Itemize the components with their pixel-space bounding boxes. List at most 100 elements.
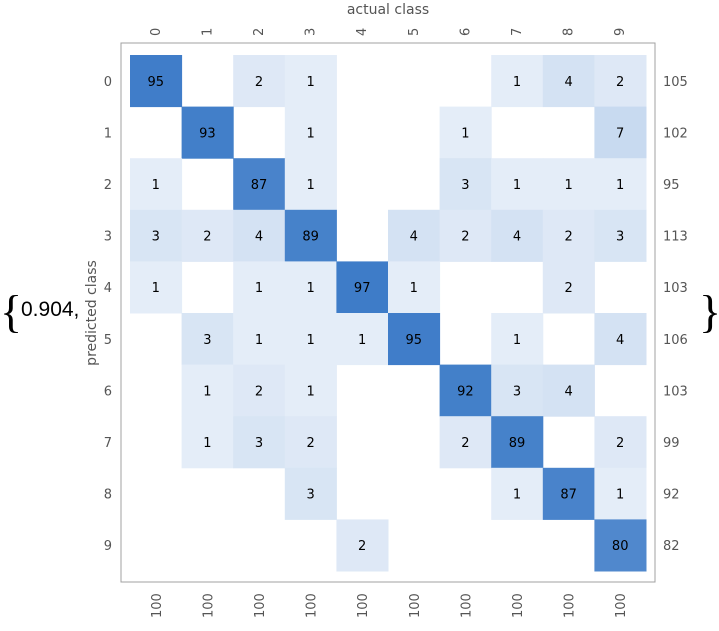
cell-value: 3 bbox=[306, 488, 314, 503]
column-total: 100 bbox=[563, 593, 578, 618]
y-tick-label: 9 bbox=[104, 539, 112, 554]
y-tick-label: 6 bbox=[104, 384, 112, 399]
cell-value: 2 bbox=[255, 384, 263, 399]
cell-value: 1 bbox=[152, 281, 160, 296]
cell-value: 2 bbox=[616, 436, 624, 451]
matrix-cell bbox=[388, 313, 441, 366]
cell-value: 1 bbox=[306, 178, 314, 193]
cell-value: 1 bbox=[461, 126, 469, 141]
row-total: 106 bbox=[663, 333, 688, 348]
row-total: 102 bbox=[663, 126, 688, 141]
matrix-cell bbox=[594, 519, 647, 572]
y-tick-label: 4 bbox=[104, 281, 112, 296]
column-total: 100 bbox=[408, 593, 423, 618]
column-total: 100 bbox=[201, 593, 216, 618]
cell-value: 1 bbox=[513, 488, 521, 503]
cell-value: 2 bbox=[306, 436, 314, 451]
cell-value: 2 bbox=[358, 539, 366, 554]
cell-value: 1 bbox=[358, 333, 366, 348]
cell-value: 95 bbox=[406, 333, 423, 348]
matrix-cell bbox=[388, 261, 441, 314]
matrix-cell bbox=[130, 209, 183, 262]
y-tick-label: 2 bbox=[104, 178, 112, 193]
x-tick-label: 6 bbox=[458, 28, 473, 36]
column-total: 100 bbox=[305, 593, 320, 618]
x-tick-label: 5 bbox=[407, 28, 422, 36]
cell-value: 87 bbox=[560, 488, 577, 503]
matrix-cell bbox=[491, 313, 544, 366]
column-total: 100 bbox=[253, 593, 268, 618]
matrix-cell bbox=[542, 158, 595, 211]
cell-value: 1 bbox=[306, 75, 314, 90]
accuracy-value: 0.904, bbox=[21, 298, 80, 321]
cell-value: 2 bbox=[564, 230, 572, 245]
matrix-cell bbox=[181, 209, 234, 262]
matrix-cell bbox=[284, 158, 337, 211]
open-brace: { bbox=[0, 286, 23, 337]
cell-value: 1 bbox=[152, 178, 160, 193]
x-tick-label: 0 bbox=[149, 28, 164, 36]
matrix-cell bbox=[491, 467, 544, 520]
matrix-cell bbox=[388, 209, 441, 262]
matrix-cell bbox=[542, 261, 595, 314]
matrix-cell bbox=[284, 106, 337, 159]
cell-value: 1 bbox=[306, 384, 314, 399]
matrix-cell bbox=[594, 209, 647, 262]
matrix-cell bbox=[594, 55, 647, 108]
matrix-cell bbox=[594, 158, 647, 211]
matrix-cell bbox=[233, 364, 286, 417]
cell-value: 1 bbox=[410, 281, 418, 296]
matrix-cell bbox=[542, 55, 595, 108]
matrix-cell bbox=[594, 106, 647, 159]
row-total: 95 bbox=[663, 178, 680, 193]
cell-value: 1 bbox=[513, 333, 521, 348]
cell-value: 1 bbox=[203, 384, 211, 399]
cell-value: 95 bbox=[148, 75, 165, 90]
row-total: 99 bbox=[663, 436, 680, 451]
matrix-cell bbox=[491, 364, 544, 417]
y-tick-label: 8 bbox=[104, 488, 112, 503]
plot-frame bbox=[120, 42, 656, 583]
cell-value: 2 bbox=[255, 75, 263, 90]
column-total: 100 bbox=[614, 593, 629, 618]
cell-value: 3 bbox=[203, 333, 211, 348]
y-axis-title: predicted class bbox=[84, 260, 100, 366]
row-total: 113 bbox=[663, 230, 688, 245]
cell-value: 2 bbox=[203, 230, 211, 245]
matrix-cell bbox=[439, 106, 492, 159]
x-tick-label: 9 bbox=[613, 28, 628, 36]
close-brace: } bbox=[699, 286, 719, 337]
matrix-cell bbox=[233, 313, 286, 366]
x-tick-label: 8 bbox=[562, 28, 577, 36]
cell-value: 2 bbox=[461, 230, 469, 245]
x-tick-label: 3 bbox=[304, 28, 319, 36]
cell-value: 92 bbox=[457, 384, 474, 399]
matrix-cell bbox=[491, 416, 544, 469]
y-tick-label: 3 bbox=[104, 230, 112, 245]
matrix-cell bbox=[130, 55, 183, 108]
row-total: 82 bbox=[663, 539, 680, 554]
matrix-cell bbox=[491, 209, 544, 262]
cell-value: 1 bbox=[306, 126, 314, 141]
matrix-cell bbox=[439, 209, 492, 262]
matrix-cell bbox=[233, 158, 286, 211]
cell-value: 3 bbox=[616, 230, 624, 245]
matrix-cell bbox=[233, 261, 286, 314]
matrix-cell bbox=[181, 106, 234, 159]
matrix-cell bbox=[130, 261, 183, 314]
cell-value: 1 bbox=[306, 281, 314, 296]
column-total: 100 bbox=[150, 593, 165, 618]
matrix-cell bbox=[284, 313, 337, 366]
matrix-cell bbox=[284, 55, 337, 108]
cell-value: 1 bbox=[564, 178, 572, 193]
y-tick-label: 5 bbox=[104, 333, 112, 348]
cell-value: 89 bbox=[509, 436, 526, 451]
column-total: 100 bbox=[356, 593, 371, 618]
cell-value: 1 bbox=[255, 333, 263, 348]
cell-value: 1 bbox=[306, 333, 314, 348]
matrix-cell bbox=[284, 416, 337, 469]
matrix-cell bbox=[233, 416, 286, 469]
matrix-cell bbox=[284, 209, 337, 262]
matrix-cell bbox=[542, 364, 595, 417]
cell-value: 1 bbox=[513, 75, 521, 90]
